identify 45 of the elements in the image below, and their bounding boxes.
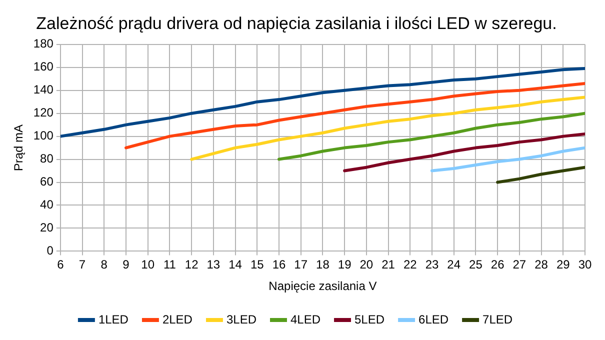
- x-tick-label: 18: [316, 258, 330, 272]
- x-tick-label: 10: [141, 258, 155, 272]
- x-tick-label: 20: [360, 258, 374, 272]
- legend-label: 6LED: [418, 312, 449, 326]
- chart-title: Zależność prądu drivera od napięcia zasilania i ilości LED w szeregu.: [36, 14, 557, 33]
- legend-label: 2LED: [162, 312, 193, 326]
- y-tick-label: 120: [33, 106, 54, 120]
- x-tick-label: 28: [534, 258, 548, 272]
- legend-label: 5LED: [354, 312, 385, 326]
- x-tick-label: 29: [556, 258, 570, 272]
- y-tick-label: 0: [46, 244, 54, 258]
- x-axis-title: Napięcie zasilania V: [268, 279, 377, 294]
- legend-label: 1LED: [98, 312, 129, 326]
- y-tick-label: 60: [40, 174, 54, 189]
- x-tick-label: 16: [272, 258, 286, 272]
- x-tick-label: 22: [403, 258, 418, 272]
- y-axis-title: Prąd mA: [12, 124, 26, 172]
- legend-label: 7LED: [482, 312, 513, 326]
- x-tick-label: 25: [469, 258, 483, 272]
- y-tick-label: 40: [40, 198, 54, 212]
- x-tick-label: 7: [78, 258, 86, 272]
- y-tick-label: 160: [33, 60, 54, 74]
- x-tick-label: 6: [57, 258, 64, 272]
- x-tick-label: 24: [447, 258, 461, 272]
- x-tick-label: 15: [250, 258, 264, 272]
- x-tick-label: 11: [163, 258, 176, 272]
- legend-label: 4LED: [290, 312, 321, 326]
- x-tick-label: 17: [294, 258, 308, 272]
- x-tick-label: 9: [122, 258, 130, 272]
- y-tick-label: 20: [40, 220, 54, 235]
- y-tick-label: 140: [33, 82, 54, 97]
- x-tick-label: 26: [490, 258, 505, 272]
- y-tick-label: 80: [40, 152, 54, 166]
- x-tick-label: 14: [228, 258, 242, 272]
- x-tick-label: 13: [206, 258, 220, 272]
- legend-label: 3LED: [226, 312, 257, 326]
- x-tick-label: 27: [512, 258, 526, 272]
- y-tick-label: 180: [33, 36, 54, 51]
- x-tick-label: 30: [578, 258, 592, 272]
- x-tick-label: 21: [382, 258, 396, 272]
- y-tick-label: 100: [33, 128, 54, 143]
- x-tick-label: 19: [338, 258, 352, 272]
- x-tick-label: 12: [184, 258, 199, 272]
- x-tick-label: 8: [100, 258, 108, 272]
- x-tick-label: 23: [425, 258, 439, 272]
